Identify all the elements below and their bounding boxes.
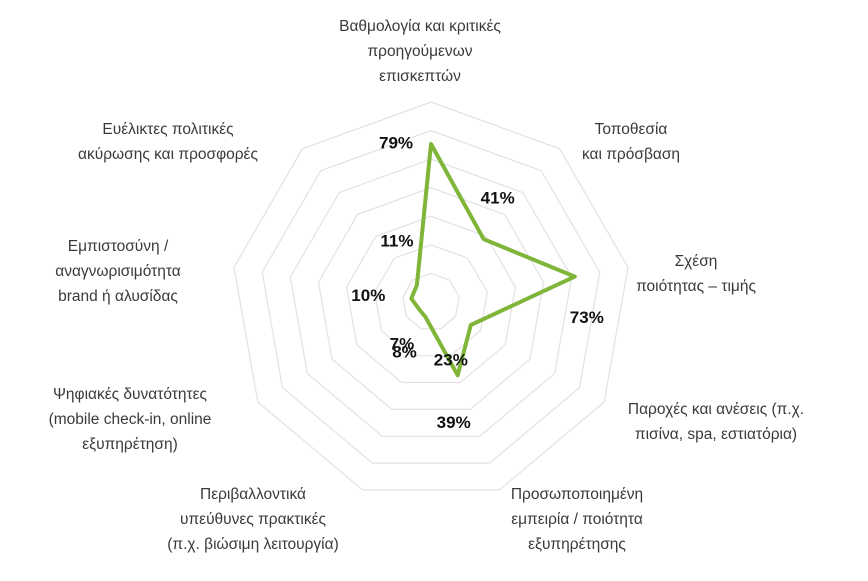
category-label-line: Ευέλικτες πολιτικές — [102, 121, 233, 138]
category-label: Περιβαλλοντικά υπεύθυνες πρακτικές (π.χ. β… — [167, 486, 338, 553]
category-label-line: ακύρωσης και προσφορές — [78, 146, 258, 163]
category-label-line: (π.χ. βιώσιμη λειτουργία) — [167, 536, 338, 553]
radar-grid — [233, 101, 629, 491]
series-line — [409, 142, 577, 378]
category-label-line: εξυπηρέτησης — [528, 536, 626, 553]
category-label-line: Παροχές και ανέσεις (π.χ. — [628, 401, 804, 418]
category-label: Προσωποποιημένη εμπειρία / ποιότητα εξυπηρ… — [511, 486, 643, 553]
category-label-line: εξυπηρέτηση) — [82, 436, 177, 453]
grid-ring — [374, 244, 488, 357]
value-label: 8% — [392, 342, 417, 361]
category-label: Εμπιστοσύνη / αναγνωρισιμότητα brand ή αλυ… — [55, 238, 181, 305]
value-label: 10% — [351, 286, 385, 305]
category-label: Τοποθεσία και πρόσβαση — [582, 121, 680, 163]
category-label-line: και πρόσβαση — [582, 146, 680, 163]
category-label-line: Σχέση — [675, 253, 718, 270]
value-label: 11% — [380, 232, 413, 251]
grid-ring — [289, 158, 573, 437]
category-label-line: brand ή αλυσίδας — [58, 288, 178, 305]
category-label-line: υπεύθυνες πρακτικές — [180, 511, 326, 528]
value-label: 23% — [434, 350, 468, 369]
category-label-line: Εμπιστοσύνη / — [68, 238, 169, 255]
value-label: 41% — [481, 189, 515, 208]
value-label: 7% — [390, 334, 415, 353]
category-label-line: Περιβαλλοντικά — [200, 486, 306, 503]
category-label: Σχέση ποιότητας – τιμής — [636, 253, 756, 295]
category-labels: Βαθμολογία και κριτικές προηγούμενων επισκ… — [49, 18, 805, 553]
value-label: 39% — [437, 413, 471, 432]
category-label-line: εμπειρία / ποιότητα — [511, 511, 643, 528]
category-label-line: Τοποθεσία — [595, 121, 668, 138]
grid-ring — [233, 101, 629, 491]
category-label: Ψηφιακές δυνατότητες (mobile check-in, on… — [49, 386, 212, 453]
category-label-line: Βαθμολογία και κριτικές — [339, 18, 501, 35]
grid-ring — [261, 129, 601, 464]
category-label-line: (mobile check-in, online — [49, 411, 212, 428]
category-label: Βαθμολογία και κριτικές προηγούμενων επισκ… — [339, 18, 501, 85]
category-label-line: Ψηφιακές δυνατότητες — [53, 386, 207, 403]
category-label: Παροχές και ανέσεις (π.χ. πισίνα, spa, εσ… — [628, 401, 804, 443]
grid-ring — [317, 187, 545, 410]
value-label: 73% — [570, 308, 604, 327]
radar-series — [409, 142, 577, 378]
category-label-line: επισκεπτών — [379, 68, 461, 85]
grid-ring — [345, 215, 517, 384]
category-label-line: πισίνα, spa, εστιατόρια) — [635, 426, 797, 443]
value-label: 79% — [379, 133, 413, 152]
category-label-line: προηγούμενων — [367, 43, 472, 60]
category-label-line: αναγνωρισιμότητα — [55, 263, 181, 280]
category-label-line: Προσωποποιημένη — [511, 486, 643, 503]
category-label-line: ποιότητας – τιμής — [636, 278, 756, 295]
value-labels: 79% 41% 73% 23% 39% 8%7% 10% 11% — [351, 133, 604, 431]
category-label: Ευέλικτες πολιτικές ακύρωσης και προσφορέ… — [78, 121, 258, 163]
